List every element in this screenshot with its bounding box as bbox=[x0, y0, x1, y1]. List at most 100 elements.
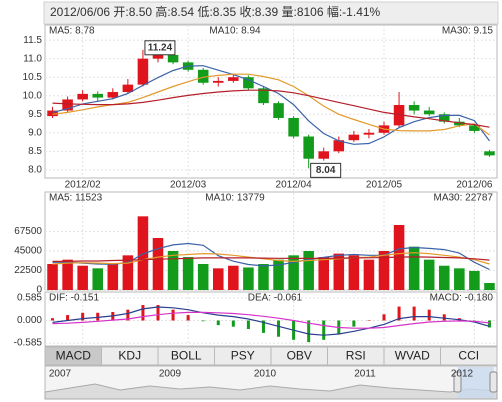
y-tick-label: 22500 bbox=[14, 265, 42, 276]
x-tick-label: 2012/04 bbox=[276, 180, 313, 191]
y-tick-label: 10.0 bbox=[23, 90, 43, 101]
y-tick-label: -0.585 bbox=[14, 338, 43, 349]
candle-body bbox=[62, 99, 73, 111]
candle-body bbox=[288, 117, 299, 137]
candle-body bbox=[273, 103, 284, 118]
candle-body bbox=[348, 134, 360, 141]
volume-bar bbox=[378, 251, 390, 290]
volume-bar bbox=[408, 246, 420, 290]
volume-bar bbox=[137, 216, 149, 290]
overview-year: 2009 bbox=[159, 369, 182, 380]
legend-entry: MA30: 22787 bbox=[434, 193, 494, 204]
extreme-label: 8.04 bbox=[316, 165, 336, 176]
candle-body bbox=[92, 93, 104, 98]
candle-body bbox=[318, 151, 330, 159]
indicator-tab-label[interactable]: WVAD bbox=[395, 349, 430, 363]
x-tick-label: 2012/06 bbox=[456, 180, 493, 191]
indicator-tab-label[interactable]: OBV bbox=[287, 349, 312, 363]
volume-bar bbox=[167, 251, 179, 290]
macd-bar bbox=[307, 320, 311, 343]
macd-bar bbox=[141, 305, 145, 321]
macd-bar bbox=[412, 306, 416, 321]
volume-bar bbox=[288, 255, 299, 290]
macd-bar bbox=[382, 314, 386, 321]
macd-bar bbox=[231, 320, 235, 327]
volume-bar bbox=[197, 264, 209, 290]
volume-bar bbox=[47, 264, 58, 290]
legend-entry: MA30: 9.15 bbox=[442, 26, 494, 37]
price-frame bbox=[44, 24, 498, 179]
volume-bar bbox=[258, 264, 269, 290]
macd-bar bbox=[186, 315, 190, 321]
indicator-tab-label[interactable]: KDJ bbox=[118, 349, 141, 363]
indicator-tab-label[interactable]: PSY bbox=[231, 349, 255, 363]
volume-bar bbox=[182, 257, 194, 290]
y-tick-label: 8.5 bbox=[28, 146, 42, 157]
macd-bar bbox=[171, 309, 175, 321]
overview-handle-left[interactable] bbox=[453, 371, 462, 393]
candle-body bbox=[363, 132, 375, 135]
macd-bar bbox=[201, 320, 205, 322]
y-tick-label: 8.0 bbox=[28, 164, 42, 175]
macd-bar bbox=[51, 318, 55, 321]
y-tick-label: 67500 bbox=[14, 226, 42, 237]
extreme-label-box bbox=[144, 40, 176, 56]
candle-body bbox=[408, 105, 420, 111]
candle-body bbox=[197, 69, 209, 83]
overview-year: 2011 bbox=[354, 369, 376, 380]
macd-bar bbox=[277, 320, 281, 337]
volume-bar bbox=[273, 259, 284, 290]
macd-bar bbox=[261, 320, 265, 333]
candle-body bbox=[212, 80, 224, 83]
macd-bar bbox=[397, 306, 401, 321]
x-tick-label: 2012/05 bbox=[366, 180, 403, 191]
overview-year: 2007 bbox=[49, 369, 72, 380]
macd-frame bbox=[44, 291, 498, 347]
series-line bbox=[52, 306, 490, 336]
overview-selection[interactable] bbox=[458, 367, 494, 398]
volume-bar bbox=[92, 268, 104, 290]
overview-year: 2012 bbox=[451, 369, 474, 380]
volume-bar bbox=[363, 259, 375, 290]
y-tick-label: 0.585 bbox=[17, 293, 42, 304]
y-tick-label: 9.0 bbox=[28, 127, 42, 138]
macd-bar bbox=[66, 315, 70, 321]
indicator-tab-label[interactable]: BOLL bbox=[171, 349, 202, 363]
overview-year: 2010 bbox=[254, 369, 277, 380]
macd-bar bbox=[487, 320, 491, 328]
candle-body bbox=[333, 140, 345, 152]
indicator-tab-label[interactable]: MACD bbox=[56, 349, 92, 363]
candle-body bbox=[484, 151, 495, 156]
candle-body bbox=[77, 93, 88, 100]
legend-entry: MA5: 8.78 bbox=[49, 26, 95, 37]
macd-bar bbox=[246, 320, 250, 329]
volume-bar bbox=[212, 268, 224, 290]
y-tick-label: 0 bbox=[36, 285, 42, 296]
candle-body bbox=[122, 84, 134, 93]
candle-body bbox=[167, 54, 179, 63]
x-tick-label: 2012/03 bbox=[170, 180, 207, 191]
indicator-tab[interactable] bbox=[440, 346, 498, 366]
candle-body bbox=[454, 121, 465, 126]
x-tick-label: 2012/02 bbox=[65, 180, 102, 191]
volume-bar bbox=[423, 259, 435, 290]
macd-bar bbox=[367, 320, 371, 321]
indicator-tab-label[interactable]: CCI bbox=[458, 349, 479, 363]
candle-body bbox=[423, 110, 435, 115]
volume-bar bbox=[333, 253, 345, 290]
candle-body bbox=[107, 92, 119, 98]
extreme-label: 11.24 bbox=[148, 42, 173, 53]
legend-entry: MA10: 8.94 bbox=[209, 26, 261, 37]
indicator-tab-label[interactable]: RSI bbox=[346, 349, 366, 363]
candle-body bbox=[469, 125, 480, 131]
overview-handle-right[interactable] bbox=[489, 371, 498, 393]
volume-bar bbox=[348, 255, 360, 290]
candle-body bbox=[258, 88, 269, 104]
macd-bar bbox=[81, 312, 85, 321]
legend-entry: MA5: 11523 bbox=[49, 193, 103, 204]
macd-bar bbox=[156, 305, 160, 321]
series-line bbox=[52, 252, 490, 265]
macd-bar bbox=[427, 309, 431, 321]
